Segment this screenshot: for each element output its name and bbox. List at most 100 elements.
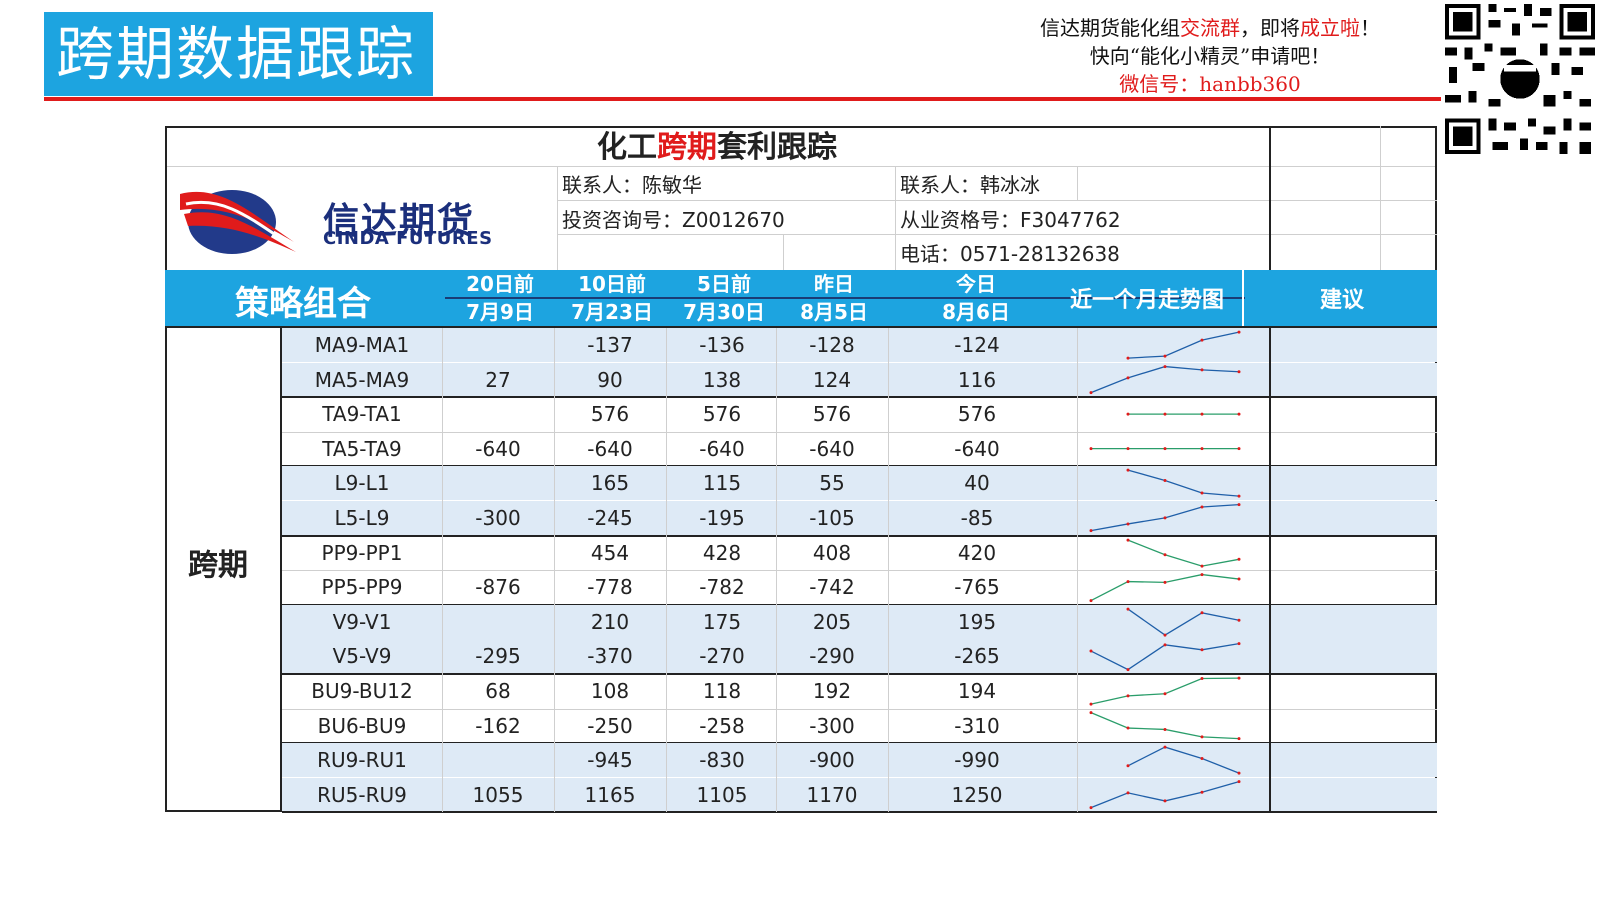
table-row: MA5-MA9 27 90 138 124 116 <box>282 362 1437 397</box>
sparkline-point <box>1089 391 1093 395</box>
sparkline-point <box>1089 806 1093 810</box>
column-separator <box>1077 431 1078 467</box>
cell-yd: -128 <box>809 333 855 357</box>
column-separator <box>554 362 555 398</box>
gridline <box>557 166 558 270</box>
column-separator <box>554 604 555 640</box>
header-advice: 建议 <box>1319 288 1364 313</box>
row-separator <box>282 570 1437 572</box>
gridline <box>167 166 1435 167</box>
promo-text: 信达期货能化组交流群，即将成立啦！ 快向“能化小精灵”申请吧！ 微信号：hanb… <box>1010 14 1410 98</box>
gridline <box>895 166 896 270</box>
cell-d5: -258 <box>699 713 745 738</box>
sparkline-point <box>1163 799 1167 803</box>
column-separator <box>666 328 667 363</box>
cell-td: 116 <box>957 367 997 392</box>
sparkline-point <box>1163 552 1167 556</box>
column-separator <box>888 501 889 536</box>
sparkline-point <box>1163 692 1167 696</box>
cell-d10: 1165 <box>584 782 636 807</box>
promo-line1-e: ！ <box>1360 16 1380 40</box>
gridline <box>1380 126 1381 270</box>
cell-name: PP5-PP9 <box>321 575 403 600</box>
sparkline-point <box>1237 676 1241 680</box>
column-separator <box>554 397 555 432</box>
cell-td: -265 <box>954 644 1000 669</box>
row-separator <box>282 396 1437 399</box>
sparkline-point <box>1200 790 1204 794</box>
sparkline-point <box>1237 370 1241 374</box>
trend-sparkline <box>1089 607 1241 671</box>
column-separator <box>442 743 443 778</box>
promo-line1-c: ，即将 <box>1240 16 1300 40</box>
column-separator <box>1077 466 1078 501</box>
gridline <box>1077 166 1078 200</box>
cell-d10: 210 <box>590 609 630 634</box>
contact-person-1: 联系人：陈敏华 <box>562 173 702 197</box>
sparkline-point <box>1237 577 1241 581</box>
cell-d10: 454 <box>590 540 630 565</box>
column-separator <box>776 466 777 501</box>
row-separator <box>282 534 1437 537</box>
column-separator <box>776 604 777 640</box>
sparkline-path <box>1090 677 1240 705</box>
column-separator <box>888 570 889 605</box>
column-separator <box>776 501 777 536</box>
column-separator <box>554 674 555 709</box>
sparkline-point <box>1089 447 1093 451</box>
cell-name: TA5-TA9 <box>322 436 402 461</box>
header-col-20d-date: 7月9日 <box>466 300 534 324</box>
column-separator <box>776 674 777 709</box>
sparkline-path <box>1127 539 1240 567</box>
column-separator <box>666 431 667 467</box>
cell-d20 <box>442 536 554 570</box>
sparkline-path <box>1127 608 1240 636</box>
column-separator <box>666 535 667 571</box>
table-row: L9-L1 165 115 55 40 <box>282 466 1437 501</box>
column-separator <box>776 639 777 674</box>
sparkline-point <box>1126 538 1130 542</box>
sheet-title-c: 套利跟踪 <box>717 130 837 165</box>
cell-yd: 55 <box>819 471 845 496</box>
trend-sparkline <box>1089 676 1241 741</box>
column-separator <box>442 362 443 398</box>
column-separator <box>666 743 667 778</box>
sparkline-path <box>1127 469 1240 498</box>
logo-chinese: 信达期货 <box>323 201 476 242</box>
cell-td: -640 <box>954 436 1000 461</box>
cell-d5: -270 <box>699 644 745 669</box>
sparkline-point <box>1126 522 1130 526</box>
column-separator <box>666 604 667 640</box>
cell-d20 <box>442 605 554 639</box>
cell-name: BU6-BU9 <box>317 713 407 738</box>
cell-name: V9-V1 <box>332 609 392 634</box>
gridline <box>783 234 784 270</box>
sparkline-point <box>1200 447 1204 451</box>
column-separator <box>442 328 443 363</box>
sparkline-point <box>1126 447 1130 451</box>
cell-yd: 576 <box>812 402 852 427</box>
sparkline-path <box>1090 781 1240 809</box>
qr-code-icon <box>1441 0 1599 158</box>
sparkline-point <box>1126 579 1130 583</box>
sparkline-point <box>1163 643 1167 647</box>
column-separator <box>1077 708 1078 744</box>
column-separator <box>888 431 889 467</box>
header-col-today-date: 8月6日 <box>942 300 1010 324</box>
sparkline-point <box>1237 737 1241 741</box>
column-separator <box>554 431 555 467</box>
promo-line2: 快向“能化小精灵”申请吧！ <box>1089 44 1331 68</box>
sparkline-point <box>1126 468 1130 472</box>
cell-d10: -137 <box>587 333 633 357</box>
header-col-10d-label: 10日前 <box>578 272 646 296</box>
trend-sparkline <box>1089 330 1241 395</box>
column-separator <box>442 397 443 432</box>
sparkline-point <box>1089 649 1093 653</box>
trend-sparkline <box>1089 412 1241 451</box>
sparkline-point <box>1163 633 1167 637</box>
cell-d5: 576 <box>702 402 742 427</box>
sparkline-point <box>1163 447 1167 451</box>
column-separator <box>1077 362 1078 398</box>
column-separator <box>554 708 555 744</box>
cell-td: 195 <box>957 609 997 634</box>
